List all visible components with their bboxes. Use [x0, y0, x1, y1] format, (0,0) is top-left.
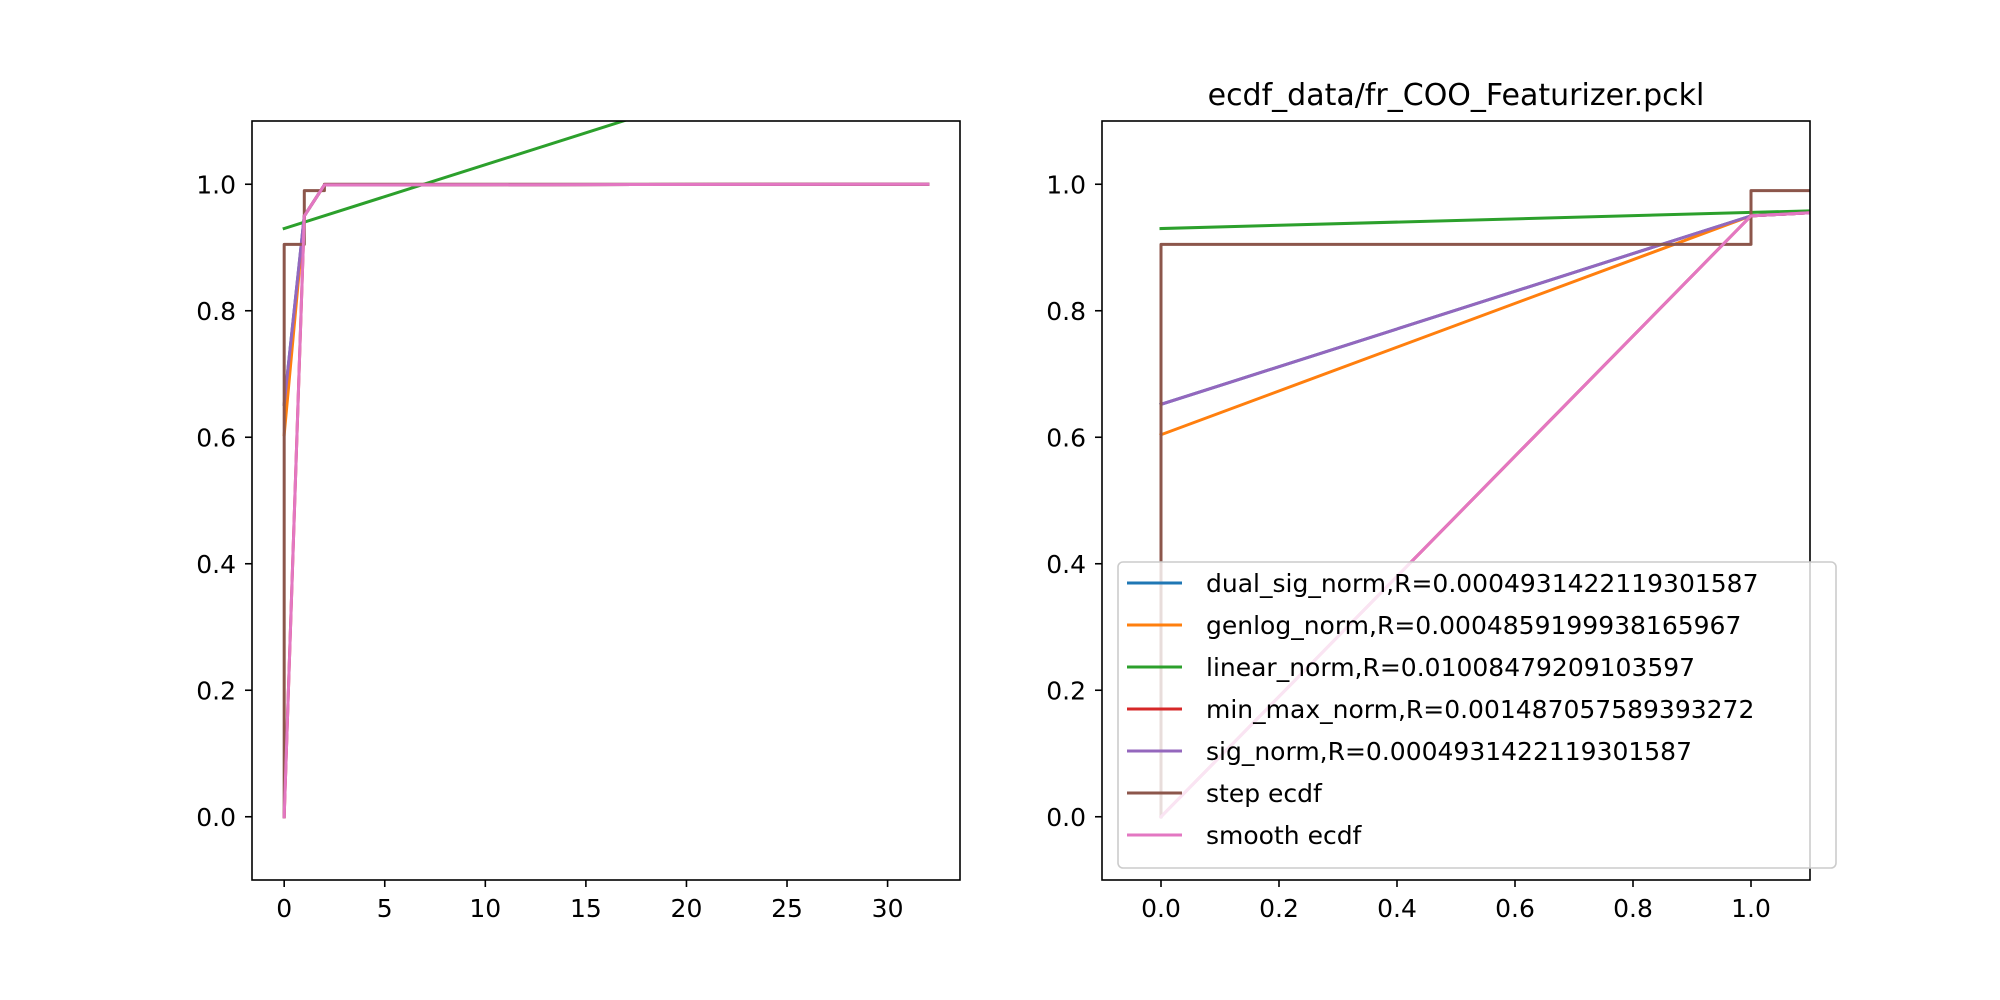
legend-label: sig_norm,R=0.0004931422119301587	[1206, 737, 1692, 766]
axes-frame	[251, 120, 961, 881]
y-tick-label: 0.0	[1046, 803, 1086, 832]
x-tick-label: 0.0	[1141, 894, 1181, 923]
y-tick-label: 0.8	[1046, 297, 1086, 326]
y-tick-label: 0.6	[1046, 423, 1086, 452]
left-axes: 0 5 10 15 20 25 30 0.0 0.2 0.4 0.6 0.8 1.0	[196, 120, 961, 923]
x-tick-label: 0.4	[1377, 894, 1417, 923]
y-tick-label: 0.4	[1046, 550, 1086, 579]
y-tick-label: 0.0	[196, 803, 236, 832]
y-tick-label: 1.0	[196, 170, 236, 199]
legend-label: smooth ecdf	[1206, 821, 1363, 850]
series-line-linear-norm-r-0-01008479209103597	[1159, 209, 1810, 231]
y-tick-label: 0.2	[196, 676, 236, 705]
series-line-smooth-ecdf	[282, 182, 930, 819]
x-tick-label: 5	[377, 894, 393, 923]
y-tick-label: 0.6	[196, 423, 236, 452]
x-tick-label: 0.6	[1495, 894, 1535, 923]
x-tick-label: 20	[671, 894, 703, 923]
x-tick-label: 25	[771, 894, 803, 923]
legend-label: min_max_norm,R=0.001487057589393272	[1206, 695, 1754, 724]
legend-label: genlog_norm,R=0.0004859199938165967	[1206, 611, 1741, 640]
legend-label: step ecdf	[1206, 779, 1323, 808]
x-tick-label: 0.2	[1259, 894, 1299, 923]
y-tick-label: 1.0	[1046, 170, 1086, 199]
x-tick-label: 0	[276, 894, 292, 923]
chart-title: ecdf_data/fr_COO_Featurizer.pckl	[1208, 78, 1705, 113]
legend-label: dual_sig_norm,R=0.0004931422119301587	[1206, 569, 1758, 598]
legend-label: linear_norm,R=0.01008479209103597	[1206, 653, 1695, 682]
axes-frame	[1101, 120, 1811, 881]
y-tick-label: 0.8	[196, 297, 236, 326]
x-tick-label: 0.8	[1613, 894, 1653, 923]
series-line-step-ecdf	[1159, 189, 1810, 819]
legend: dual_sig_norm,R=0.0004931422119301587gen…	[1117, 561, 1837, 869]
x-tick-label: 1.0	[1731, 894, 1771, 923]
x-tick-label: 10	[469, 894, 501, 923]
y-tick-label: 0.2	[1046, 676, 1086, 705]
y-tick-label: 0.4	[196, 550, 236, 579]
x-tick-label: 30	[872, 894, 904, 923]
legend-frame	[1117, 561, 1837, 869]
right-axes: 0.0 0.2 0.4 0.6 0.8 1.0 0.0 0.2 0.4 0.6 0.8 1.0 ecdf…	[1046, 78, 1837, 923]
x-tick-label: 15	[570, 894, 602, 923]
